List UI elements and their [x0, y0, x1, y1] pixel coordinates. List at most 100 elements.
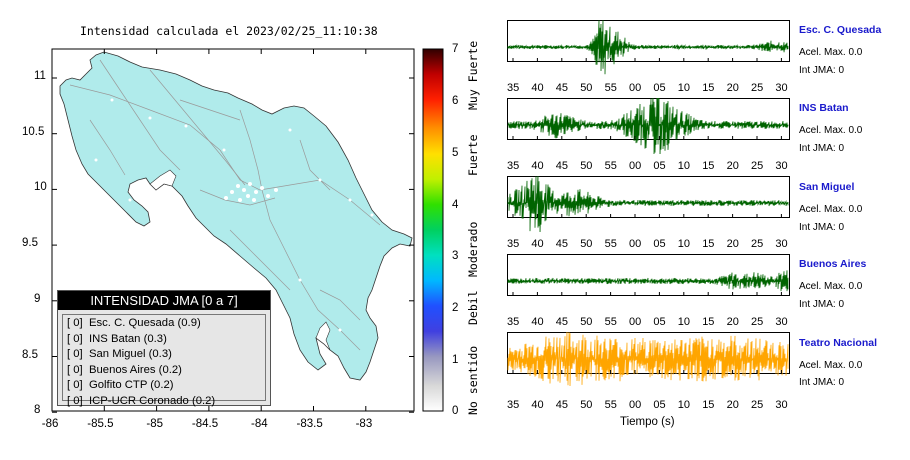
waveform-tick-label: 50	[580, 160, 593, 172]
map-y-tick-label: 9	[34, 292, 41, 305]
waveform-tick-label: 50	[580, 399, 593, 411]
station-max-accel: Acel. Max. 0.0	[799, 204, 863, 215]
station-name: Esc. C. Quesada	[799, 24, 882, 36]
waveform-tick-label: 25	[751, 160, 764, 172]
scale-number-3: 3	[452, 250, 459, 262]
waveform-tick-label: 05	[653, 399, 666, 411]
waveform-tick-label: 35	[507, 238, 520, 250]
waveform-tick-label: 10	[677, 82, 691, 94]
waveform-tick-label: 30	[775, 82, 788, 94]
waveform-tick-label: 40	[531, 238, 544, 250]
waveform-tick-label: 10	[677, 399, 691, 411]
waveform-tick-label: 05	[653, 316, 666, 328]
scale-word-debil: Debil	[466, 290, 480, 325]
waveform-panel	[507, 98, 790, 154]
seismogram	[507, 332, 790, 387]
waveform-tick-label: 35	[507, 399, 520, 411]
waveform-tick-label: 50	[580, 238, 593, 250]
seismogram-frame	[507, 176, 790, 218]
waveform-tick-label: 35	[507, 82, 520, 94]
waveform-tick-label: 05	[653, 160, 666, 172]
legend-row: [ 0] Buenos Aires (0.2)	[67, 363, 182, 376]
waveform-tick-label: 40	[531, 82, 544, 94]
waveform-panel	[507, 176, 790, 232]
waveform-tick-label: 40	[531, 399, 544, 411]
map-x-tick-label: -86	[41, 418, 59, 430]
station-name: San Miguel	[799, 181, 855, 193]
waveform-tick-label: 10	[677, 238, 691, 250]
color-bar	[422, 48, 444, 412]
waveform-panel	[507, 20, 790, 75]
waveform-tick-label: 10	[677, 316, 691, 328]
seismogram	[507, 254, 790, 296]
waveform-tick-label: 10	[677, 160, 691, 172]
waveform-tick-label: 15	[702, 238, 715, 250]
station-max-accel: Acel. Max. 0.0	[799, 360, 863, 371]
seismogram-trace	[507, 20, 789, 75]
waveform-tick-label: 15	[702, 316, 715, 328]
waveform-tick-label: 35	[507, 160, 520, 172]
seismogram	[507, 20, 790, 75]
seismogram-frame	[507, 20, 790, 62]
waveform-tick-label: 05	[653, 82, 666, 94]
waveform-tick-label: 55	[604, 160, 617, 172]
legend-row: [ 0] Esc. C. Quesada (0.9)	[67, 317, 201, 329]
town-markers	[94, 98, 374, 332]
station-name: Teatro Nacional	[799, 337, 877, 349]
seismogram	[507, 176, 790, 232]
station-jma-intensity: Int JMA: 0	[799, 377, 845, 388]
scale-word-muy-fuerte: Muy Fuerte	[466, 40, 480, 110]
station-jma-intensity: Int JMA: 0	[799, 222, 845, 233]
station-jma-intensity: Int JMA: 0	[799, 65, 845, 76]
waveform-tick-label: 05	[653, 238, 666, 250]
waveform-tick-label: 25	[751, 238, 764, 250]
map-y-tick-label: 10	[34, 181, 47, 194]
legend-row: [ 0] ICP-UCR Coronado (0.2)	[67, 394, 216, 407]
waveform-tick-label: 30	[775, 316, 788, 328]
waveform-panel	[507, 332, 790, 387]
scale-word-moderado: Moderado	[466, 221, 480, 277]
waveform-tick-label: 25	[751, 82, 764, 94]
scale-number-2: 2	[452, 302, 459, 314]
map-x-tick-label: -83	[355, 418, 373, 430]
scale-number-1: 1	[452, 354, 459, 366]
waveform-tick-label: 55	[604, 399, 617, 411]
map-y-tick-label: 11	[34, 70, 46, 82]
waveform-tick-label: 20	[726, 82, 739, 94]
waveform-tick-label: 55	[604, 82, 617, 94]
waveform-tick-label: 20	[726, 238, 739, 250]
seismogram-frame	[507, 254, 790, 296]
map-y-tick-label: 10.5	[22, 125, 45, 138]
waveform-tick-label: 15	[702, 399, 715, 411]
station-name: Buenos Aires	[799, 258, 867, 270]
legend-header: INTENSIDAD JMA [0 a 7]	[58, 291, 270, 310]
seismogram-trace	[507, 176, 789, 232]
waveform-tick-label: 00	[629, 160, 642, 172]
legend-list: [ 0] Esc. C. Quesada (0.9) [ 0] INS Bata…	[62, 314, 266, 407]
waveform-tick-label: 25	[751, 316, 764, 328]
waveform-tick-label: 30	[775, 160, 788, 172]
legend-row: [ 0] San Miguel (0.3)	[67, 348, 172, 360]
seismogram-trace	[507, 332, 789, 387]
map-y-tick-label: 8.5	[22, 348, 38, 361]
scale-word-fuerte: Fuerte	[466, 134, 480, 176]
station-jma-intensity: Int JMA: 0	[799, 143, 845, 154]
station-max-accel: Acel. Max. 0.0	[799, 281, 863, 292]
costa-rica-landmass	[59, 51, 413, 381]
nicoya-gulf-water	[149, 169, 177, 191]
legend-row: [ 0] Golfito CTP (0.2)	[67, 379, 174, 391]
waveform-tick-label: 20	[726, 399, 739, 411]
scale-number-7: 7	[452, 43, 459, 55]
scale-number-4: 4	[452, 199, 459, 211]
waveform-panel	[507, 254, 790, 296]
waveform-tick-label: 25	[751, 399, 764, 411]
map-x-tick-label: -84	[251, 418, 268, 430]
waveform-tick-label: 00	[629, 399, 642, 411]
waveform-tick-label: 15	[702, 82, 715, 94]
waveform-tick-label: 55	[604, 238, 617, 250]
waveform-tick-label: 00	[629, 82, 642, 94]
scale-number-6: 6	[452, 95, 459, 107]
waveform-tick-label: 00	[629, 316, 642, 328]
station-max-accel: Acel. Max. 0.0	[799, 47, 863, 58]
